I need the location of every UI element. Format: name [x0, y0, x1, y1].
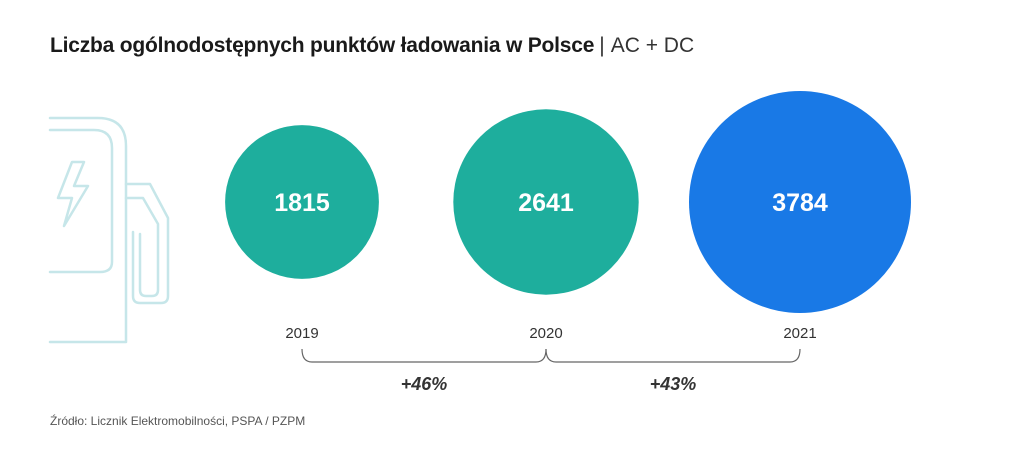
- year-label: 2019: [285, 325, 318, 342]
- growth-brackets-layer: +46% +43%: [301, 348, 801, 394]
- bubbles-layer: 1815 2019 2641 2020 3784 2021: [225, 91, 911, 342]
- year-label: 2020: [529, 325, 562, 342]
- growth-label: +46%: [401, 374, 448, 394]
- title-subtitle: AC + DC: [610, 34, 695, 57]
- bubble-2019: [225, 125, 379, 279]
- bubble-value-label: 3784: [772, 189, 828, 217]
- chart-title: Liczba ogólnodostępnych punktów ładowani…: [50, 34, 694, 58]
- growth-bracket: [301, 348, 547, 363]
- lightning-bolt-icon: [56, 160, 90, 228]
- ev-charger-icon: [48, 116, 170, 344]
- growth-label: +43%: [650, 374, 697, 394]
- title-main: Liczba ogólnodostępnych punktów ładowani…: [50, 34, 595, 57]
- growth-bracket: [545, 348, 801, 363]
- bubble-2021: [689, 91, 911, 313]
- bubble-value-label: 2641: [518, 189, 574, 217]
- year-label: 2021: [783, 325, 816, 342]
- bubble-2020: [453, 109, 639, 295]
- source-note: Źródło: Licznik Elektromobilności, PSPA …: [50, 414, 306, 428]
- bubble-value-label: 1815: [274, 189, 330, 217]
- title-separator: |: [599, 34, 605, 57]
